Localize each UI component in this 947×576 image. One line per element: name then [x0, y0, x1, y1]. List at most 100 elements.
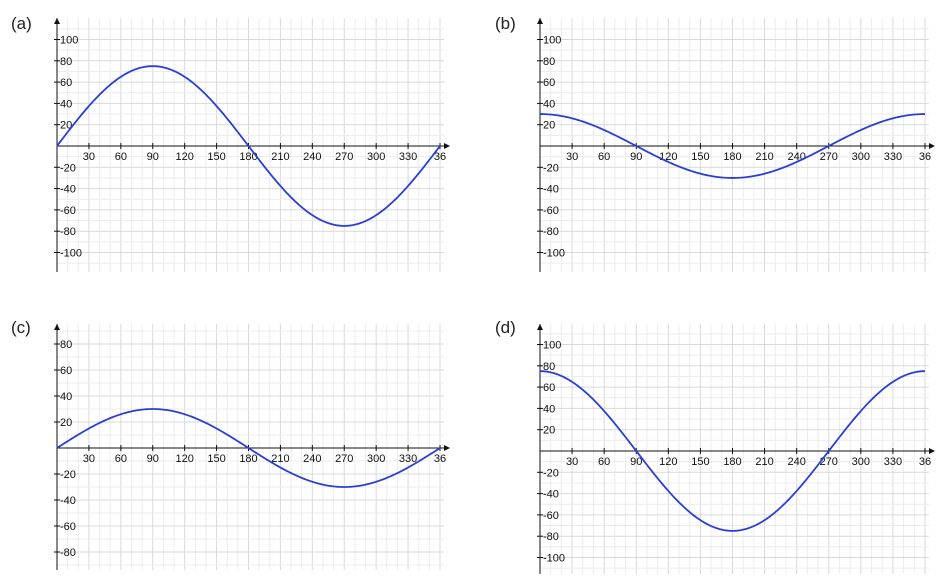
x-tick-label: 330: [399, 453, 417, 465]
y-tick-label: 60: [543, 382, 555, 394]
grid: [57, 18, 444, 272]
x-tick-label: 30: [566, 151, 578, 163]
x-tick-label: 150: [207, 151, 225, 163]
chart-c: 30 60 90 120 150 180 210 240 270 300 330 36 80 60 40 20…: [54, 324, 450, 570]
y-tick-label: -60: [543, 510, 559, 522]
chart-d: 30 60 90 120 150 180 210 240 270 300 330 36 100 80 60 4…: [537, 324, 935, 574]
y-tick-label: -80: [60, 547, 76, 559]
y-tick-label: 100: [543, 35, 561, 47]
y-tick-label: -100: [543, 248, 565, 260]
panel-label-c: (c): [11, 318, 31, 337]
x-tick-label: 36: [919, 456, 931, 468]
y-tick-label: -20: [543, 467, 559, 479]
x-tick-label: 300: [852, 151, 870, 163]
y-tick-label: -80: [60, 226, 76, 238]
x-tick-label: 120: [659, 456, 677, 468]
chart-panel-c: (c) 30 60 90 120 150 180 210 240 270 300 330 36 80 60…: [0, 288, 470, 576]
y-tick-label: -20: [60, 162, 76, 174]
x-tick-label: 210: [755, 456, 773, 468]
y-tick-label: -60: [60, 205, 76, 217]
x-tick-label: 240: [787, 456, 805, 468]
y-tick-label: 20: [543, 120, 555, 132]
y-tick-label: 40: [543, 403, 555, 415]
x-tick-label: 60: [115, 151, 127, 163]
y-tick-label: -100: [543, 553, 565, 565]
panel-label-d: (d): [495, 318, 516, 337]
y-axis-arrow: [537, 18, 543, 24]
x-tick-label: 180: [239, 151, 257, 163]
y-tick-label: -60: [60, 521, 76, 533]
x-tick-label: 30: [83, 453, 95, 465]
x-tick-label: 30: [566, 456, 578, 468]
y-tick-label: 60: [60, 77, 72, 89]
chart-panel-a: (a) 30 60 90 120 150 180 210 240 270 300 330 36 100 8…: [0, 0, 470, 288]
x-tick-label: 150: [207, 453, 225, 465]
panel-label-b: (b): [495, 14, 516, 33]
x-tick-label: 36: [919, 151, 931, 163]
panel-label-a: (a): [11, 14, 32, 33]
y-axis-arrow: [54, 324, 60, 330]
grid: [540, 18, 929, 272]
x-tick-label: 150: [691, 456, 709, 468]
y-axis-arrow: [54, 18, 60, 24]
x-tick-label: 270: [335, 453, 353, 465]
x-tick-label: 90: [630, 151, 642, 163]
chart-panel-d: (d) 30 60 90 120 150 180 210 240 270 300 330 36 100 8…: [470, 288, 947, 576]
x-tick-label: 270: [335, 151, 353, 163]
x-tick-label: 120: [175, 453, 193, 465]
x-tick-label: 240: [303, 453, 321, 465]
y-tick-label: -20: [543, 162, 559, 174]
y-tick-label: 20: [60, 417, 72, 429]
x-tick-label: 300: [852, 456, 870, 468]
grid: [57, 324, 444, 570]
y-tick-label: 40: [60, 391, 72, 403]
y-tick-label: 100: [60, 35, 78, 47]
y-tick-label: -40: [543, 489, 559, 501]
x-tick-label: 90: [147, 453, 159, 465]
y-tick-label: -40: [60, 495, 76, 507]
y-tick-label: 60: [60, 365, 72, 377]
x-axis-arrow: [444, 143, 450, 149]
x-tick-label: 90: [630, 456, 642, 468]
series-line: [56, 65, 441, 227]
x-tick-label: 270: [820, 151, 838, 163]
y-tick-label: -60: [543, 205, 559, 217]
x-tick-label: 210: [271, 453, 289, 465]
x-tick-label: 330: [884, 456, 902, 468]
y-tick-label: -100: [60, 248, 82, 260]
x-axis-arrow: [929, 143, 935, 149]
series-line: [56, 408, 441, 488]
y-tick-label: -20: [60, 469, 76, 481]
x-tick-label: 240: [303, 151, 321, 163]
x-tick-label: 60: [598, 151, 610, 163]
x-tick-label: 120: [175, 151, 193, 163]
x-tick-label: 180: [723, 456, 741, 468]
x-tick-label: 60: [115, 453, 127, 465]
x-tick-label: 180: [723, 151, 741, 163]
x-tick-label: 36: [434, 151, 446, 163]
chart-a: 30 60 90 120 150 180 210 240 270 300 330 36 100 80 60 4…: [54, 18, 450, 272]
y-tick-label: 60: [543, 77, 555, 89]
series-line: [539, 113, 926, 179]
grid: [540, 324, 929, 574]
x-tick-label: 330: [884, 151, 902, 163]
x-tick-label: 60: [598, 456, 610, 468]
chart-panel-b: (b) 30 60 90 120 150 180 210 240 270 300 330 36 100 8…: [470, 0, 947, 288]
y-tick-label: -40: [543, 184, 559, 196]
x-tick-label: 210: [271, 151, 289, 163]
y-tick-label: -40: [60, 184, 76, 196]
y-tick-label: 20: [543, 425, 555, 437]
x-tick-label: 36: [434, 453, 446, 465]
x-tick-label: 180: [239, 453, 257, 465]
y-tick-label: -80: [543, 226, 559, 238]
y-axis-arrow: [537, 324, 543, 330]
x-tick-label: 300: [367, 151, 385, 163]
series-line: [539, 370, 926, 532]
x-tick-label: 90: [147, 151, 159, 163]
y-tick-label: 80: [60, 56, 72, 68]
x-axis-arrow: [444, 445, 450, 451]
x-tick-label: 300: [367, 453, 385, 465]
chart-b: 30 60 90 120 150 180 210 240 270 300 330 3610080604…: [537, 18, 935, 272]
y-tick-label: 80: [60, 339, 72, 351]
x-tick-label: 330: [399, 151, 417, 163]
